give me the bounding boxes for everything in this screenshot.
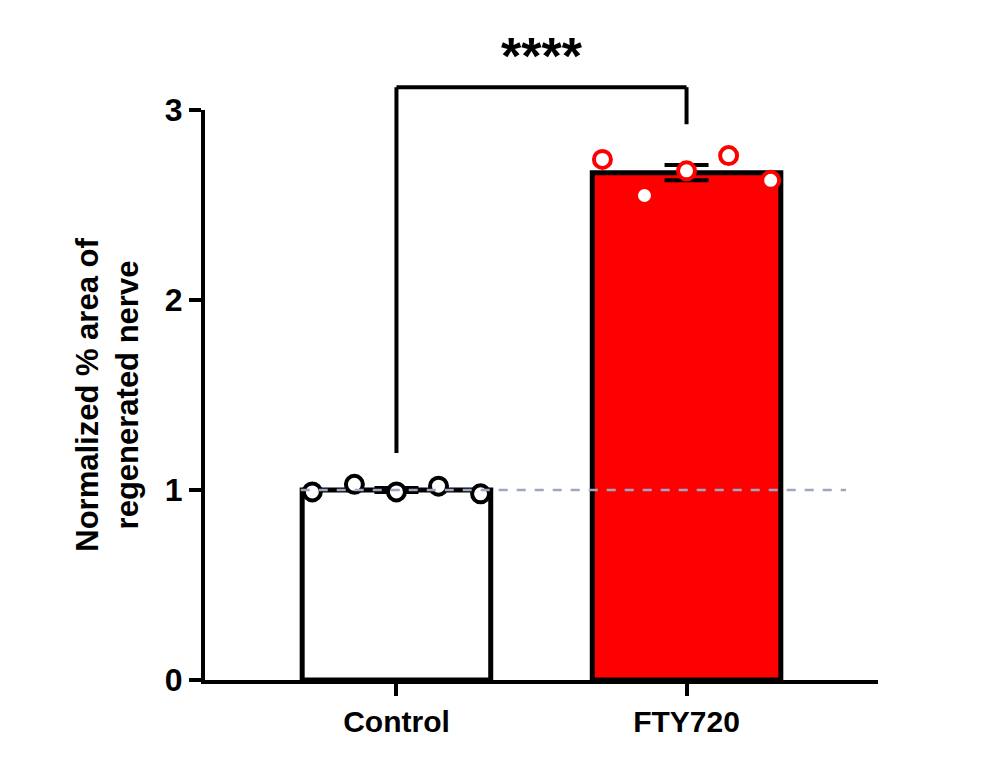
svg-text:Control: Control (343, 705, 450, 738)
svg-text:2: 2 (165, 282, 183, 318)
svg-text:Normalized % area ofregenerate: Normalized % area ofregenerated nerve (70, 238, 145, 552)
svg-text:FTY720: FTY720 (633, 705, 740, 738)
svg-text:0: 0 (165, 662, 183, 698)
svg-text:1: 1 (165, 472, 183, 508)
svg-text:****: **** (501, 27, 583, 85)
svg-text:3: 3 (165, 92, 183, 128)
